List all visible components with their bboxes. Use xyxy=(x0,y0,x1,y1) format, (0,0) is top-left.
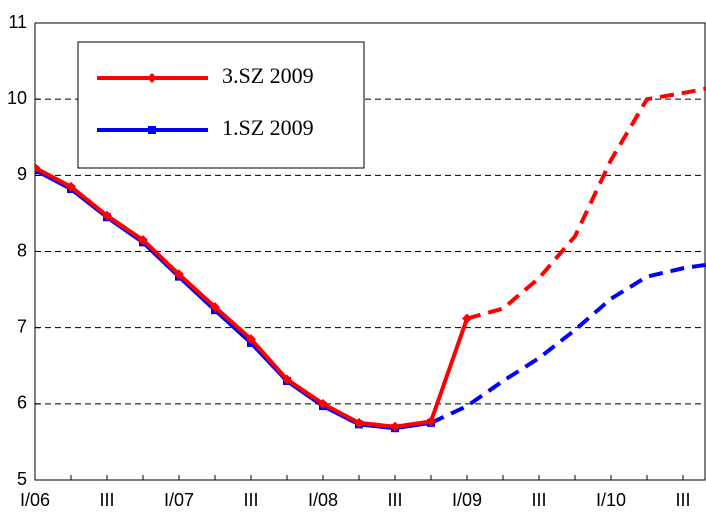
series-line-dashed xyxy=(430,262,706,425)
x-tick-label: III xyxy=(387,490,402,510)
x-tick-label: I/10 xyxy=(596,490,626,510)
marker xyxy=(426,416,436,427)
x-tick-label: III xyxy=(675,490,690,510)
x-tick-label: III xyxy=(243,490,258,510)
plot-area xyxy=(35,86,706,433)
series-line xyxy=(35,168,432,431)
y-tick-label: 11 xyxy=(8,12,27,32)
y-tick-label: 7 xyxy=(17,316,27,336)
x-tick-label: III xyxy=(531,490,546,510)
marker xyxy=(148,126,156,134)
marker xyxy=(354,417,364,428)
marker xyxy=(318,398,328,409)
y-tick-label: 5 xyxy=(17,469,27,489)
y-tick-label: 8 xyxy=(17,240,27,260)
x-tick-label: I/06 xyxy=(20,490,50,510)
x-tick-label: I/08 xyxy=(308,490,338,510)
marker xyxy=(66,181,76,192)
legend-box xyxy=(77,41,365,169)
marker xyxy=(102,210,112,221)
marker xyxy=(35,162,40,173)
marker xyxy=(210,302,220,313)
legend-label: 1.SZ 2009 xyxy=(222,115,314,140)
x-tick-label: I/07 xyxy=(164,490,194,510)
marker xyxy=(138,235,148,246)
marker xyxy=(282,374,292,385)
legend-label: 3.SZ 2009 xyxy=(222,63,314,88)
plot-frame xyxy=(34,22,706,481)
series-line-dashed xyxy=(466,86,706,321)
marker xyxy=(246,334,256,345)
marker xyxy=(462,313,472,324)
y-tick-label: 6 xyxy=(17,393,27,413)
x-tick-label: I/09 xyxy=(452,490,482,510)
marker xyxy=(390,421,400,432)
x-tick-label: III xyxy=(99,490,114,510)
marker xyxy=(174,269,184,280)
y-tick-label: 10 xyxy=(7,88,27,108)
y-tick-label: 9 xyxy=(17,164,27,184)
series-line xyxy=(35,165,469,429)
marker xyxy=(147,73,157,83)
